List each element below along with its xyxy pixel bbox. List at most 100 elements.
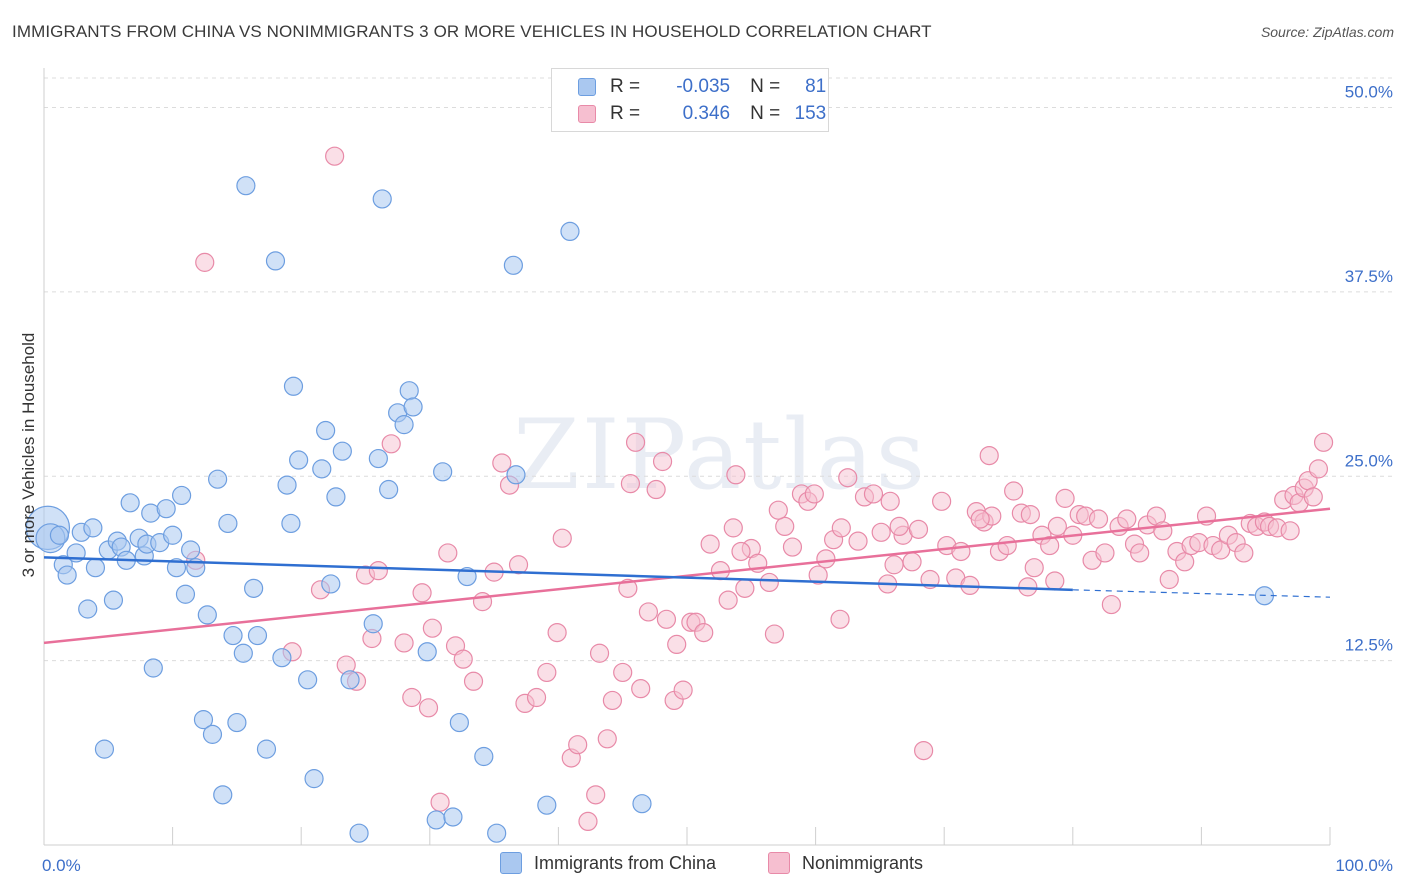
nonimmigrant-point: [1004, 481, 1024, 501]
nonimmigrant-point: [1047, 516, 1067, 537]
nonimmigrant-point: [638, 602, 659, 622]
immigrant-point: [399, 381, 419, 401]
nonimmigrant-point: [1117, 509, 1137, 529]
nonimmigrant-point: [1101, 594, 1121, 615]
nonimmigrant-point: [438, 543, 458, 563]
immigrant-point: [316, 420, 336, 441]
nonimmigrant-point: [547, 622, 567, 643]
nonimmigrant-point: [508, 555, 529, 575]
immigrant-point: [443, 807, 463, 827]
nonimmigrant-point: [1308, 459, 1329, 479]
legend-r-value: 0.346: [682, 103, 731, 124]
nonimmigrant-point: [735, 578, 755, 598]
nonimmigrant-point: [1313, 432, 1334, 452]
nonimmigrant-point: [723, 518, 743, 538]
pink-swatch: [768, 852, 790, 874]
x-tick-label: 0.0%: [42, 856, 81, 875]
immigrant-point: [197, 605, 217, 625]
immigrant-point: [265, 251, 286, 271]
nonimmigrant-point: [646, 479, 666, 500]
legend-item-immigrants[interactable]: Immigrants from China: [500, 852, 716, 874]
nonimmigrant-point: [808, 565, 828, 585]
nonimmigrant-point: [731, 541, 751, 562]
immigrant-point: [208, 469, 228, 489]
immigrant-point: [281, 513, 301, 534]
nonimmigrant-point: [718, 590, 738, 610]
legend-row-blue: R = -0.035 N = 81: [578, 75, 826, 99]
axes: [43, 68, 1331, 846]
immigrant-point: [103, 590, 124, 610]
nonimmigrant-point: [578, 811, 598, 832]
nonimmigrant-point: [325, 146, 345, 166]
nonimmigrant-point: [625, 432, 646, 452]
nonimmigrant-point: [568, 735, 588, 755]
nonimmigrant-point: [831, 518, 851, 538]
immigrant-point: [156, 499, 176, 519]
trend-lines: [43, 507, 1331, 645]
immigrant-point: [433, 462, 453, 482]
legend-item-nonimmigrants[interactable]: Nonimmigrants: [768, 852, 923, 874]
nonimmigrant-point: [889, 516, 909, 537]
immigrant-point: [487, 823, 507, 843]
immigrant-point: [394, 415, 414, 435]
nonimmigrant-point: [694, 622, 714, 643]
immigrant-point: [277, 475, 297, 495]
immigrant-point: [321, 574, 341, 594]
immigrant-point: [49, 525, 70, 545]
immigrant-point: [368, 448, 388, 469]
immigrant-point: [474, 746, 494, 767]
nonimmigrant-point: [1130, 543, 1150, 563]
nonimmigrant-point: [979, 446, 999, 466]
nonimmigrant-point: [402, 687, 422, 708]
nonimmigrant-point: [652, 451, 673, 472]
nonimmigrant-point: [775, 516, 795, 537]
nonimmigrant-point: [430, 792, 450, 812]
legend-row-pink: R = 0.346 N = 153: [578, 102, 826, 126]
immigrant-point: [326, 487, 346, 507]
nonimmigrant-point: [884, 555, 904, 575]
immigrant-point: [298, 670, 318, 690]
nonimmigrant-point: [951, 541, 971, 562]
nonimmigrant-point: [394, 633, 414, 653]
immigrant-point: [78, 599, 98, 619]
nonimmigrant-point: [526, 687, 547, 708]
nonimmigrant-point: [418, 698, 439, 718]
immigrants-trend-extension: [1072, 589, 1331, 598]
nonimmigrant-point: [656, 609, 677, 629]
immigrant-point: [166, 558, 187, 578]
legend-r-label: R =: [610, 103, 641, 124]
nonimmigrant-point: [880, 491, 900, 511]
nonimmigrant-point: [1095, 543, 1115, 563]
nonimmigrants-trend-line: [43, 507, 1331, 645]
nonimmigrant-point: [759, 572, 779, 593]
nonimmigrant-point: [613, 662, 633, 683]
immigrant-point: [247, 625, 268, 646]
nonimmigrant-point: [902, 552, 922, 572]
legend-r-label: R =: [610, 76, 641, 97]
legend-n-label: N =: [750, 103, 781, 124]
immigrant-point: [349, 823, 369, 843]
nonimmigrant-point: [620, 474, 641, 494]
nonimmigrant-point: [838, 468, 858, 488]
immigrant-point: [163, 525, 183, 545]
nonimmigrant-point: [1040, 535, 1060, 556]
immigrant-point: [632, 794, 652, 814]
immigrant-point: [272, 648, 292, 668]
nonimmigrant-point: [1303, 487, 1323, 507]
nonimmigrant-point: [673, 680, 693, 700]
immigrant-point: [372, 189, 392, 209]
immigrants-trend-line: [43, 556, 1073, 592]
correlation-legend: R = -0.035 N = 81 R = 0.346 N = 153: [551, 68, 829, 132]
source-label: Source: ZipAtlas.com: [1260, 24, 1394, 40]
nonimmigrant-point: [700, 534, 720, 554]
nonimmigrant-point: [816, 549, 836, 569]
nonimmigrant-point: [618, 578, 638, 598]
immigrant-point: [172, 485, 192, 506]
nonimmigrant-point: [848, 531, 868, 551]
immigrant-point: [120, 493, 140, 513]
legend-n-value: 153: [794, 103, 827, 124]
immigrant-point: [143, 658, 163, 678]
nonimmigrant-point: [804, 484, 824, 504]
blue-swatch: [578, 78, 596, 96]
nonimmigrant-point: [368, 561, 388, 581]
